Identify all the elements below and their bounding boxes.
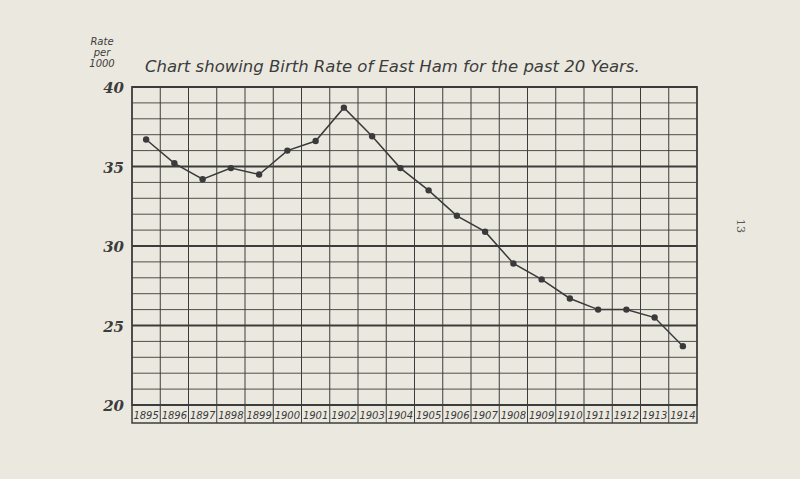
point xyxy=(171,160,177,166)
column-line xyxy=(612,87,613,423)
column-line xyxy=(640,87,641,423)
column-line xyxy=(386,87,387,423)
page-number: 13 xyxy=(734,219,747,233)
x-tick-label: 1895 xyxy=(133,410,158,421)
y-axis-label-part: per xyxy=(93,47,112,58)
x-tick-label: 1902 xyxy=(331,410,356,421)
point xyxy=(482,228,488,234)
grid-line xyxy=(132,166,697,168)
column-line xyxy=(188,87,189,423)
plot-frame xyxy=(132,87,697,405)
column-line xyxy=(584,87,585,423)
y-tick-label: 30 xyxy=(103,238,124,256)
category-row xyxy=(132,405,697,423)
x-tick-label: 1908 xyxy=(501,410,526,421)
point xyxy=(623,306,629,312)
y-tick-label: 25 xyxy=(102,318,124,336)
y-axis-label-part: Rate xyxy=(90,36,113,47)
column-line xyxy=(358,87,359,423)
column-line xyxy=(160,87,161,423)
point xyxy=(567,295,573,301)
x-tick-label: 1903 xyxy=(359,410,384,421)
x-tick-label: 1900 xyxy=(275,410,300,421)
y-axis-label-part: 1000 xyxy=(89,58,114,69)
point xyxy=(256,171,262,177)
point xyxy=(284,147,290,153)
column-line xyxy=(555,87,556,423)
x-tick-label: 1901 xyxy=(303,410,328,421)
x-tick-label: 1907 xyxy=(472,410,498,421)
line xyxy=(146,108,683,347)
column-line xyxy=(414,87,415,423)
point xyxy=(143,136,149,142)
x-tick-label: 1905 xyxy=(416,410,441,421)
point xyxy=(425,187,431,193)
column-line xyxy=(442,87,443,423)
x-tick-label: 1913 xyxy=(642,410,667,421)
point xyxy=(341,104,347,110)
x-tick-label: 1897 xyxy=(190,410,216,421)
background xyxy=(0,0,800,479)
point xyxy=(199,176,205,182)
grid-line xyxy=(132,245,697,247)
grid-line xyxy=(132,325,697,327)
point xyxy=(680,343,686,349)
x-tick-label: 1914 xyxy=(670,410,695,421)
column-line xyxy=(499,87,500,423)
x-tick-label: 1899 xyxy=(246,410,271,421)
column-line xyxy=(245,87,246,423)
column-line xyxy=(668,87,669,423)
y-tick-label: 20 xyxy=(102,397,124,415)
point xyxy=(369,133,375,139)
point xyxy=(454,213,460,219)
column-line xyxy=(216,87,217,423)
x-tick-label: 1896 xyxy=(162,410,187,421)
point xyxy=(312,138,318,144)
x-tick-label: 1910 xyxy=(557,410,582,421)
data-group xyxy=(143,104,686,349)
x-tick-label: 1898 xyxy=(218,410,243,421)
x-tick-label: 1906 xyxy=(444,410,469,421)
point xyxy=(538,276,544,282)
point xyxy=(651,314,657,320)
page: 2025303540189518961897189818991900190119… xyxy=(0,0,800,479)
column-line xyxy=(273,87,274,423)
point xyxy=(595,306,601,312)
y-tick-label: 35 xyxy=(103,159,124,177)
column-line xyxy=(471,87,472,423)
x-tick-label: 1912 xyxy=(614,410,639,421)
x-tick-label: 1904 xyxy=(388,410,413,421)
y-axis-label: Rateper1000 xyxy=(89,36,114,69)
point xyxy=(510,260,516,266)
column-line xyxy=(301,87,302,423)
x-tick-label: 1909 xyxy=(529,410,554,421)
point xyxy=(228,165,234,171)
column-line xyxy=(527,87,528,423)
column-line xyxy=(329,87,330,423)
y-tick-label: 40 xyxy=(103,79,124,97)
chart: 2025303540189518961897189818991900190119… xyxy=(0,0,800,479)
x-tick-label: 1911 xyxy=(585,410,610,421)
title: Chart showing Birth Rate of East Ham for… xyxy=(145,57,640,76)
point xyxy=(397,165,403,171)
